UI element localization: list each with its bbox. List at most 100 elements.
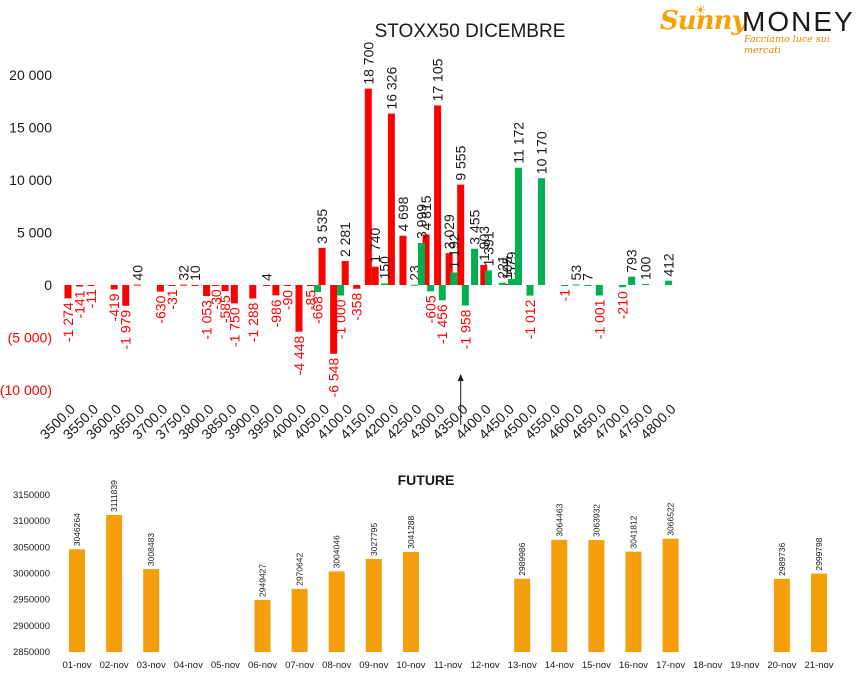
future-bar [773,578,790,652]
future-x-tick-label: 12-nov [471,660,500,671]
future-x-tick-label: 15-nov [582,660,611,671]
data-label: -1 456 [434,304,450,344]
bar [387,113,395,286]
logo-sunny-text: Sunny [660,6,747,36]
y-tick-label: (5 000) [8,330,52,346]
future-bar [811,573,827,652]
bar [417,243,425,285]
future-value-label: 3111839 [109,480,119,512]
bar [445,253,453,285]
future-x-tick-label: 02-nov [100,660,129,671]
data-label: 17 105 [430,58,446,101]
data-label: 3 029 [441,214,457,249]
data-label: 3 535 [314,209,330,244]
data-label: 150 [376,256,392,280]
data-label: 793 [624,249,640,273]
bar [457,184,465,285]
bar [498,282,506,285]
bar [221,285,229,292]
future-bar [588,540,605,652]
future-x-tick-label: 07-nov [285,660,314,671]
bar [503,283,511,285]
data-label: 1 740 [367,227,383,262]
data-label: 11 172 [510,122,526,164]
future-value-label: 2999798 [814,537,824,570]
data-label: 2 281 [337,222,353,257]
future-bar [551,539,568,652]
bar [628,276,636,285]
data-label: -358 [349,293,365,321]
bar [307,285,315,286]
bar [313,285,321,293]
data-label: -90 [279,290,295,310]
data-label: 10 170 [534,131,550,174]
data-label: 412 [661,253,677,277]
data-label: -585 [217,295,233,323]
future-bar [662,538,679,652]
data-label: -1 750 [226,307,242,347]
future-title: FUTURE [398,472,455,488]
sun-icon: ☀ [694,2,707,18]
data-label: -605 [423,295,439,323]
future-y-tick-label: 2950000 [13,595,50,606]
y-tick-label: 15 000 [9,120,52,136]
bar [584,284,592,286]
data-label: -141 [72,290,88,318]
bar [484,270,492,285]
bar [572,284,580,286]
future-x-tick-label: 11-nov [434,660,463,671]
bar [380,283,388,285]
future-y-tick-label: 2850000 [13,647,50,658]
logo-tagline: Facciamo luce sui mercati [744,34,830,56]
future-y-tick-label: 2900000 [13,621,50,632]
future-x-tick-label: 10-nov [396,660,425,671]
bar [399,235,407,285]
data-label: 105 [499,256,515,280]
future-bar [365,558,382,652]
bar [330,285,338,354]
bar [110,285,118,290]
future-x-tick-label: 06-nov [248,660,277,671]
future-x-tick-label: 05-nov [211,660,240,671]
y-tick-label: (10 000) [0,382,52,398]
bar [168,285,176,286]
chart-title: STOXX50 DICEMBRE [375,21,566,42]
data-label: -4 448 [291,335,307,375]
future-x-tick-label: 17-nov [656,660,685,671]
data-label: 1 391 [480,231,496,266]
bar [249,285,257,299]
bar [411,284,418,286]
future-bar [514,578,531,652]
data-label: 4 698 [395,196,411,231]
bar [191,284,199,286]
data-label: 100 [638,256,654,280]
data-label: 18 700 [360,42,376,85]
bar [295,285,303,332]
bar [272,285,280,296]
data-label: -1 001 [591,299,607,339]
data-label: 32 [176,265,192,281]
data-label: -1 053 [199,300,215,340]
data-label: 1 192 [446,233,462,268]
bar [526,285,534,296]
future-x-tick-label: 19-nov [730,660,759,671]
bar [471,248,479,285]
data-label: -11 [83,289,99,308]
data-label: 4 [259,273,275,281]
bar [156,285,164,292]
bar [618,285,626,288]
data-label: -1 [557,289,573,302]
bar [230,285,238,304]
marker-arrowhead [457,374,464,381]
bar [64,285,72,299]
future-y-tick-label: 3100000 [13,516,50,527]
future-x-tick-label: 09-nov [359,660,388,671]
bar [133,284,141,286]
future-x-tick-label: 21-nov [804,660,833,671]
bar [337,285,345,296]
data-label: -30 [208,289,224,309]
future-x-tick-label: 13-nov [508,660,537,671]
bar [364,88,372,286]
data-label: -1 012 [522,299,538,339]
bar [353,285,361,289]
